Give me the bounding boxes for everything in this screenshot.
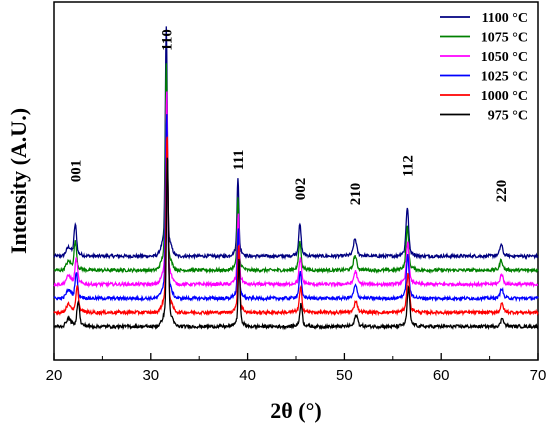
x-tick-label: 50: [336, 367, 353, 384]
legend-label: 1000 °C: [481, 89, 528, 104]
series-line: [53, 114, 539, 303]
x-tick-label: 60: [433, 367, 450, 384]
series-line: [53, 26, 539, 261]
series-line: [53, 157, 539, 331]
peak-label: 002: [293, 178, 309, 201]
legend: 1100 °C 1075 °C 1050 °C 1025 °C 1000 °C 975 °…: [440, 11, 528, 124]
legend-label: 1075 °C: [481, 31, 528, 46]
legend-label: 1100 °C: [482, 11, 528, 26]
x-tick-label: 40: [239, 367, 256, 384]
x-tick-label: 20: [46, 367, 63, 384]
series-line: [53, 91, 539, 289]
series-line: [53, 136, 539, 317]
peak-label: 110: [159, 29, 175, 51]
series-line: [53, 63, 539, 275]
peak-labels: 001 110 111 002 210 112 220: [68, 29, 510, 205]
peak-label: 111: [231, 150, 247, 171]
legend-label: 1025 °C: [481, 70, 528, 85]
peak-label: 220: [494, 180, 510, 203]
peak-label: 112: [400, 155, 416, 177]
peak-label: 210: [348, 183, 364, 206]
peak-label: 001: [68, 160, 84, 183]
legend-label: 975 °C: [488, 109, 528, 124]
legend-label: 1050 °C: [481, 50, 528, 65]
x-tick-label: 70: [530, 367, 547, 384]
y-axis-title: Intensity (A.U.): [6, 108, 31, 254]
series-curves: [53, 26, 539, 331]
x-axis-ticks: 20 30 40 50 60 70: [46, 353, 547, 384]
x-tick-label: 30: [142, 367, 159, 384]
x-axis-title: 2θ (°): [270, 398, 321, 423]
